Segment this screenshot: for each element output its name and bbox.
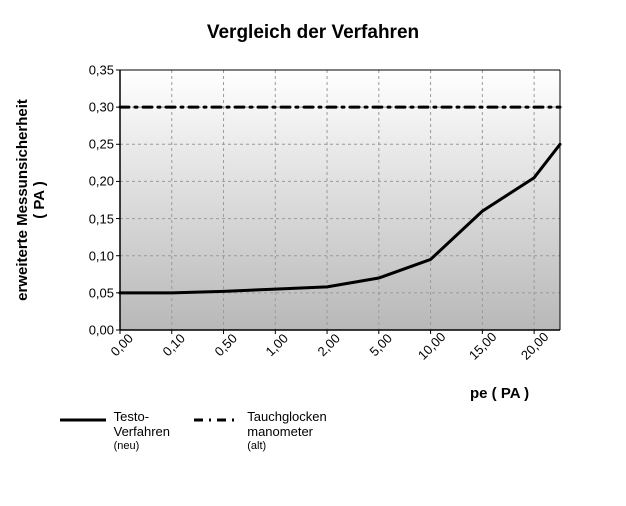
y-tick-label: 0,15 — [89, 211, 114, 226]
y-tick-label: 0,35 — [89, 63, 114, 78]
legend-testo-line1: Testo- — [114, 409, 149, 424]
legend-swatch-dashdot — [194, 413, 240, 427]
legend-tauch-sub: (alt) — [247, 440, 327, 453]
y-axis-label: erweiterte Messunsicherheit ( PA ) — [14, 60, 48, 340]
x-tick-label: 10,00 — [414, 329, 448, 363]
chart-title: Vergleich der Verfahren — [0, 22, 626, 44]
y-tick-label: 0,20 — [89, 174, 114, 189]
x-tick-label: 15,00 — [466, 329, 500, 363]
legend-item-tauchglocken: Tauchglocken manometer (alt) — [194, 410, 327, 453]
y-axis-label-line2: ( PA ) — [31, 60, 48, 340]
x-tick-label: 0,10 — [159, 331, 188, 360]
legend-text-tauchglocken: Tauchglocken manometer (alt) — [247, 410, 327, 453]
legend-swatch-solid — [60, 413, 106, 427]
legend-testo-sub: (neu) — [114, 440, 170, 453]
y-tick-label: 0,30 — [89, 100, 114, 115]
legend: Testo- Verfahren (neu) Tauchglocken mano… — [60, 410, 580, 453]
y-tick-label: 0,05 — [89, 285, 114, 300]
plot-svg — [120, 70, 560, 330]
y-tick-label: 0,25 — [89, 137, 114, 152]
x-tick-label: 1,00 — [263, 331, 292, 360]
x-tick-label: 5,00 — [366, 331, 395, 360]
legend-tauch-line2: manometer — [247, 424, 313, 439]
legend-item-testo: Testo- Verfahren (neu) — [60, 410, 170, 453]
y-tick-label: 0,00 — [89, 323, 114, 338]
x-tick-label: 0,50 — [211, 331, 240, 360]
y-tick-label: 0,10 — [89, 248, 114, 263]
legend-tauch-line1: Tauchglocken — [247, 409, 327, 424]
x-tick-label: 2,00 — [315, 331, 344, 360]
x-tick-label: 20,00 — [518, 329, 552, 363]
legend-testo-line2: Verfahren — [114, 424, 170, 439]
x-axis-label: pe ( PA ) — [470, 385, 529, 402]
plot-area: 0,000,050,100,150,200,250,300,350,000,10… — [120, 70, 560, 330]
y-axis-label-line1: erweiterte Messunsicherheit — [14, 60, 31, 340]
legend-text-testo: Testo- Verfahren (neu) — [114, 410, 170, 453]
